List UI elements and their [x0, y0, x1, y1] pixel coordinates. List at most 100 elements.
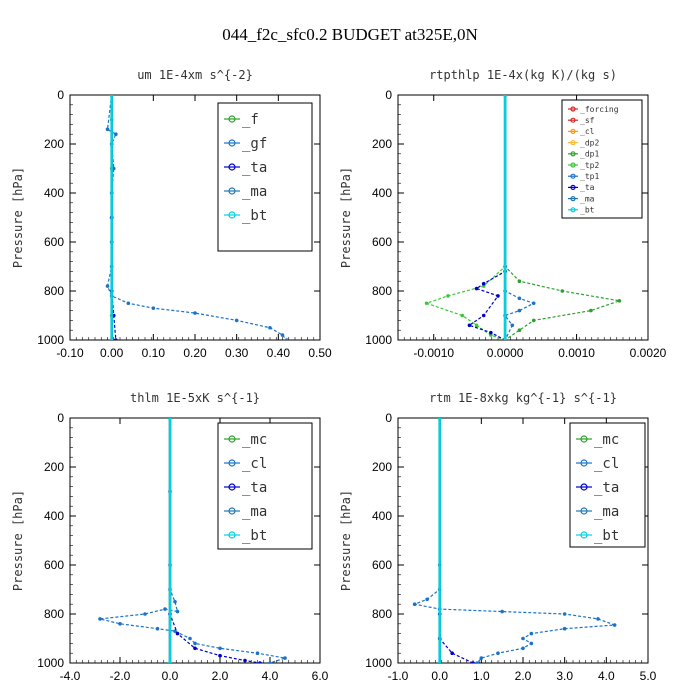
legend-label: _forcing [580, 105, 619, 114]
x-tick-label: -0.0010 [413, 346, 454, 360]
data-point [467, 323, 472, 328]
data-point [118, 622, 122, 626]
legend-marker [228, 507, 236, 515]
data-point [193, 646, 197, 651]
data-point [109, 338, 114, 340]
legend-marker [228, 115, 236, 123]
legend-marker [570, 196, 576, 202]
data-point [560, 289, 565, 293]
series-line-gf [106, 95, 288, 340]
data-point [283, 656, 287, 660]
legend-label: _cl [594, 456, 619, 472]
data-point [280, 333, 285, 337]
y-tick-label: 200 [372, 137, 392, 151]
series-line-ta [439, 418, 474, 663]
y-tick-label: 200 [372, 460, 392, 474]
x-tick-label: 0.10 [142, 346, 166, 360]
data-point [450, 651, 454, 655]
data-point [500, 609, 504, 614]
y-tick-label: 400 [372, 186, 392, 200]
data-point [268, 325, 272, 330]
data-point [173, 599, 177, 604]
y-tick-label: 600 [44, 235, 64, 249]
chart-panel-3: thlm 1E-5xK s^{-1} Pressure [hPa] -4.0 -2.0… [11, 391, 329, 683]
legend-marker [228, 187, 236, 195]
data-point [517, 279, 522, 284]
y-tick-label: 600 [372, 558, 392, 572]
x-tick-label: -2.0 [110, 669, 131, 683]
series-group [412, 418, 617, 663]
data-point [531, 301, 536, 306]
data-point [243, 658, 247, 663]
y-tick-label: 0 [385, 411, 392, 425]
x-tick-label: 6.0 [312, 669, 329, 683]
data-point [562, 626, 567, 631]
legend-marker [228, 211, 236, 219]
series-line-ta [468, 95, 506, 340]
data-point [496, 294, 500, 298]
y-tick-label: 0 [57, 88, 64, 102]
data-point [521, 636, 525, 641]
legend-marker [570, 128, 576, 134]
legend-marker [570, 117, 576, 123]
data-point [503, 338, 507, 340]
x-tick-label: 0.0000 [487, 346, 524, 360]
x-tick-label: 0.20 [183, 346, 207, 360]
x-tick-label: 0.00 [100, 346, 124, 360]
legend-label: _ta [594, 480, 619, 496]
y-tick-label: 200 [44, 137, 64, 151]
x-tick-label: 0.0010 [558, 346, 595, 360]
data-point [193, 311, 197, 315]
legend-label: _bt [242, 528, 267, 544]
legend-label: _bt [580, 206, 595, 215]
x-tick-label: 0.0 [431, 669, 448, 683]
x-tick-label: 2.0 [212, 669, 229, 683]
y-axis-label: Pressure [hPa] [339, 167, 353, 268]
x-tick-label: 0.0020 [630, 346, 667, 360]
legend-label: _sf [580, 116, 595, 125]
legend-marker [570, 140, 576, 146]
legend: _mc _cl _ta _ma _bt [569, 422, 646, 548]
series-line-tp1 [504, 95, 536, 340]
x-tick-label: 1.0 [473, 669, 490, 683]
legend-label: _cl [242, 456, 267, 472]
data-point [188, 636, 192, 641]
data-point [218, 646, 222, 651]
legend: _mc _cl _ta _ma _bt [217, 422, 313, 550]
data-point [234, 318, 239, 323]
chart-panel-1: um 1E-4xm s^{-2} Pressure [hPa] -0.10 0.00 0… [11, 68, 332, 360]
data-point [479, 656, 484, 660]
data-point [175, 631, 180, 636]
data-point [284, 338, 289, 340]
panel-title: thlm 1E-5xK s^{-1} [130, 391, 260, 405]
y-axis-label: Pressure [hPa] [339, 490, 353, 591]
legend-marker [228, 435, 236, 443]
data-point [529, 631, 534, 636]
data-point [475, 661, 479, 663]
data-point [425, 597, 429, 602]
y-tick-label: 600 [372, 235, 392, 249]
legend-label: _ma [594, 504, 619, 520]
data-point [612, 623, 617, 627]
data-point [529, 641, 534, 646]
legend-label: _f [242, 112, 259, 128]
legend-marker [580, 459, 588, 467]
data-point [143, 612, 147, 616]
data-point [155, 626, 160, 631]
y-tick-label: 400 [44, 186, 64, 200]
legend-marker [580, 483, 588, 491]
data-point [489, 330, 493, 335]
x-tick-label: 4.0 [598, 669, 615, 683]
data-point [460, 313, 465, 318]
data-point [474, 286, 479, 291]
data-point [496, 651, 500, 655]
data-point [510, 323, 515, 328]
legend-label: _cl [580, 127, 595, 136]
legend-marker [228, 531, 236, 539]
data-point [412, 602, 417, 606]
data-point [268, 661, 272, 663]
data-point [503, 95, 507, 97]
legend-box [217, 422, 313, 550]
data-point [105, 127, 110, 132]
